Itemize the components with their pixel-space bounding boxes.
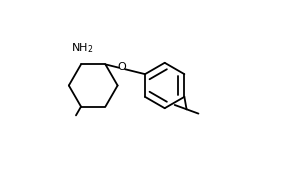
Text: O: O [118,62,126,72]
Text: NH$_2$: NH$_2$ [71,41,93,55]
